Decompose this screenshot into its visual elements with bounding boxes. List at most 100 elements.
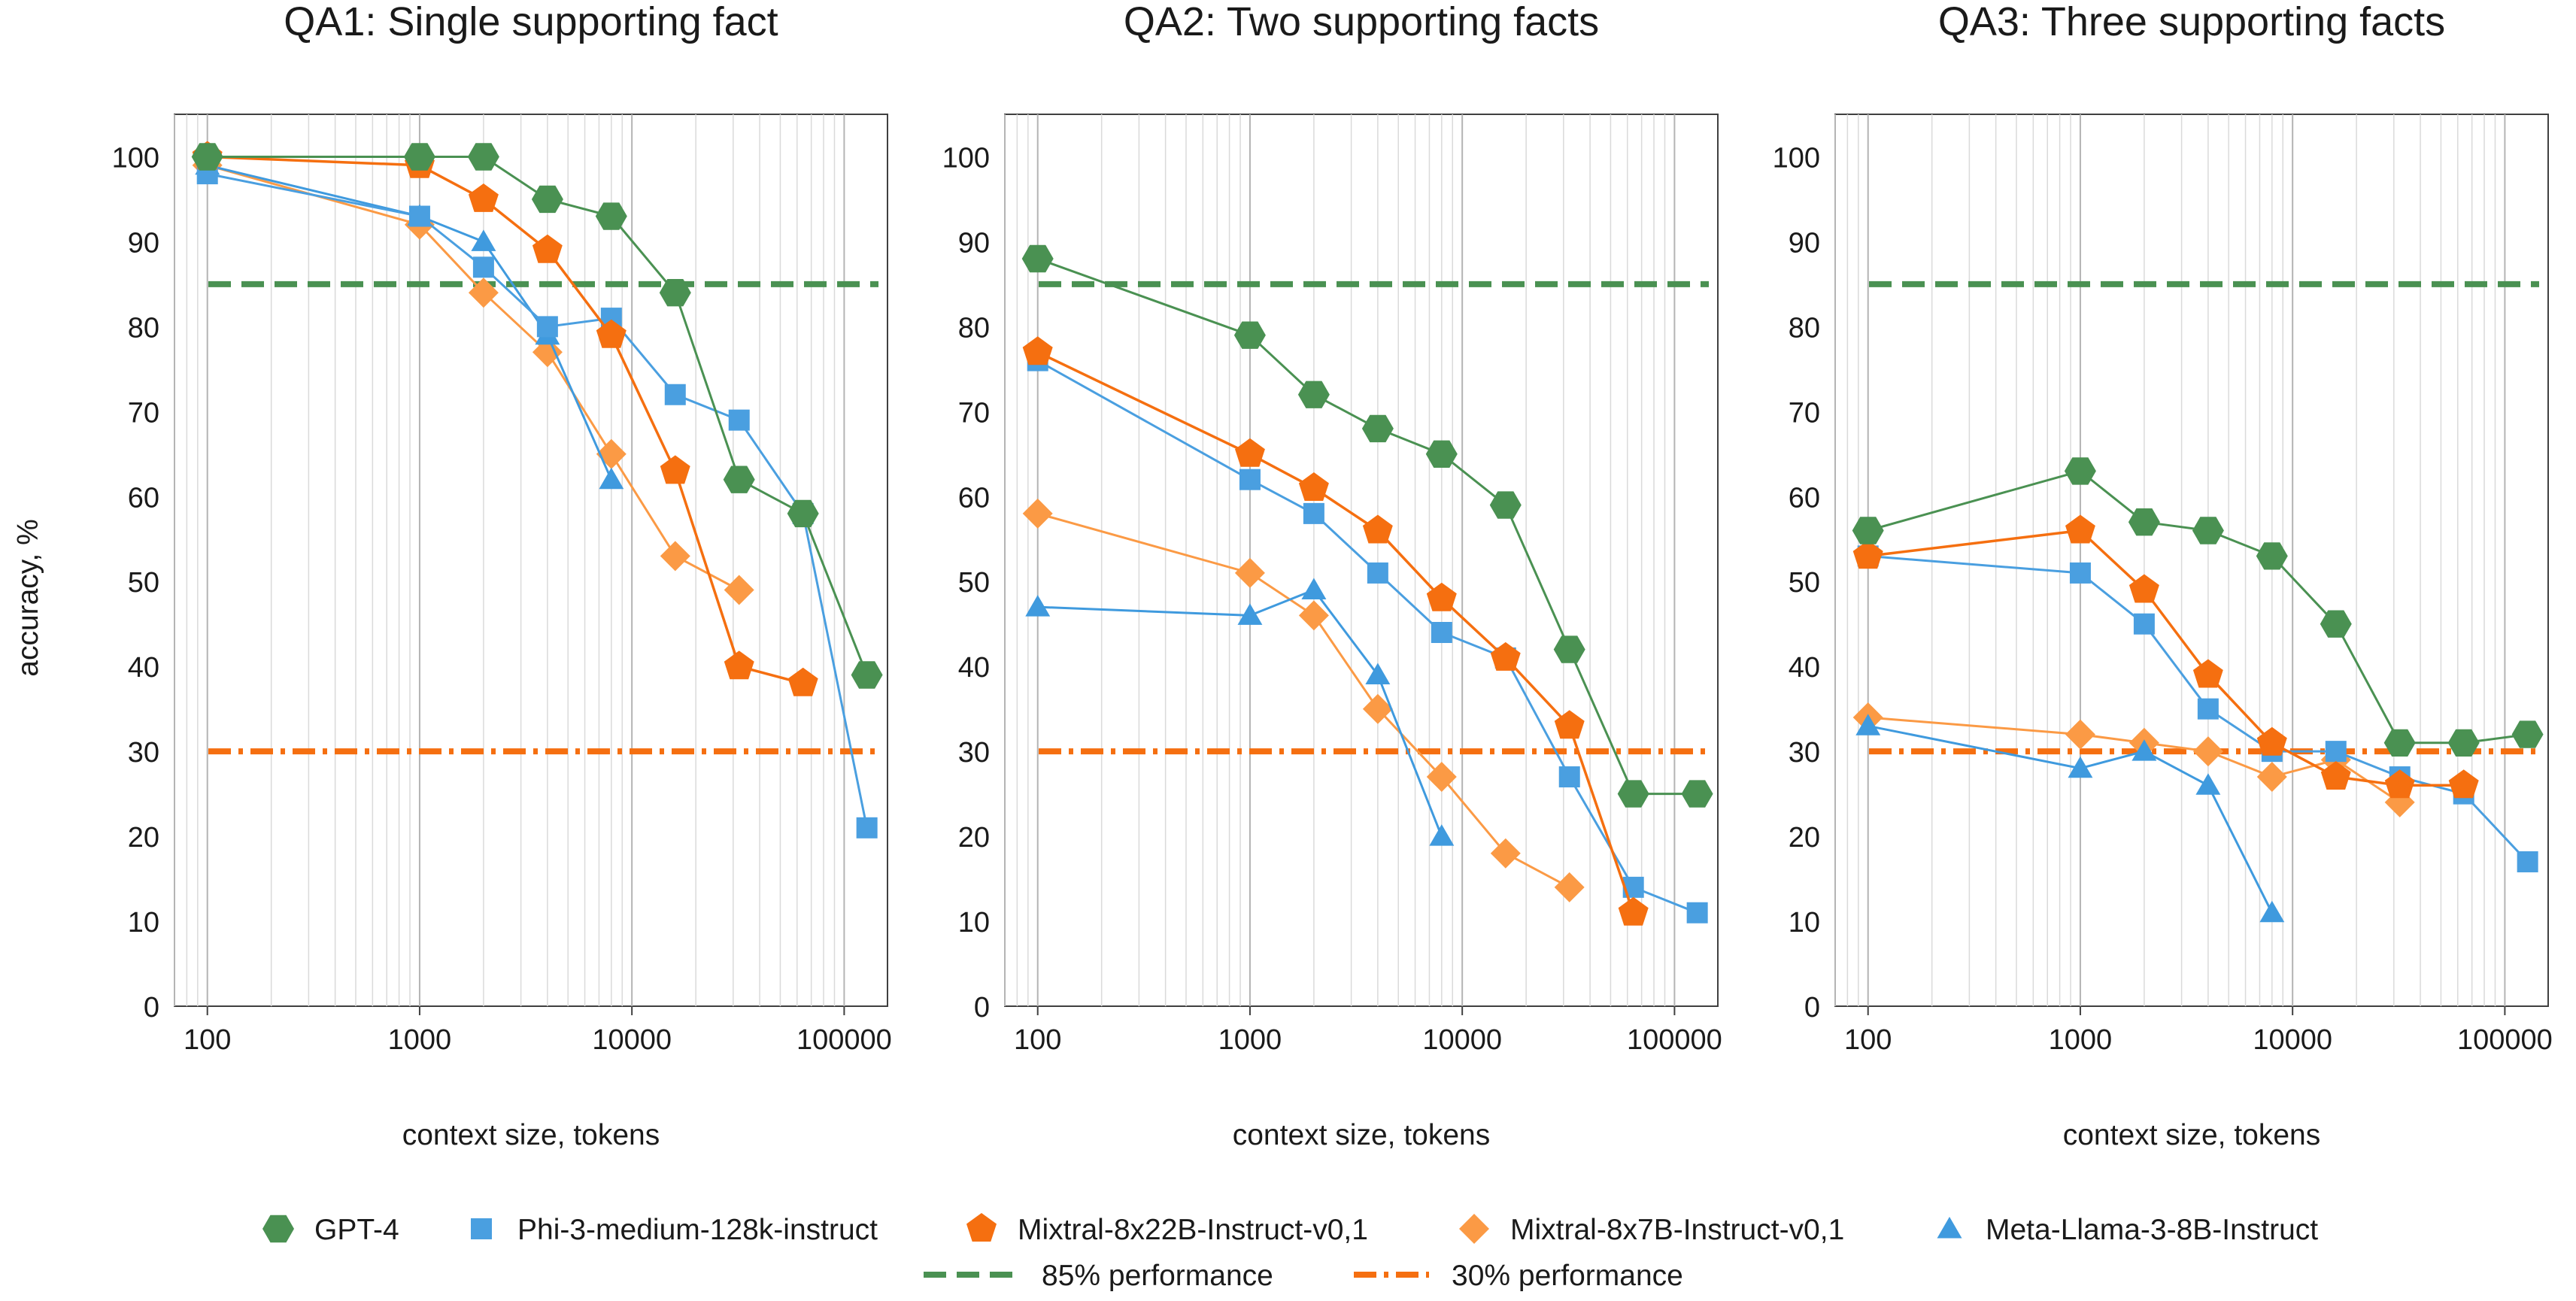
- y-tick-label: 60: [128, 482, 159, 514]
- x-tick-label: 100000: [1627, 1024, 1722, 1056]
- data-point: [1233, 321, 1266, 349]
- series-gpt-4: [191, 143, 883, 689]
- data-point: [1362, 514, 1393, 544]
- data-point: [1686, 902, 1708, 923]
- y-tick-label: 80: [958, 312, 990, 344]
- data-point: [856, 817, 878, 839]
- y-tick-label: 100: [1773, 142, 1820, 174]
- y-tick-label: 10: [1789, 907, 1820, 939]
- data-point: [532, 234, 563, 263]
- data-point: [728, 409, 750, 431]
- legend-label-30-performance: 30% performance: [1452, 1260, 1683, 1292]
- data-point: [787, 499, 819, 528]
- data-point: [2197, 698, 2219, 720]
- y-tick-label: 70: [1789, 397, 1820, 429]
- data-point: [1298, 600, 1329, 631]
- x-tick-label: 100000: [796, 1024, 892, 1056]
- y-tick-label: 10: [958, 907, 990, 939]
- y-tick-label: 30: [128, 737, 159, 769]
- data-point: [2517, 851, 2538, 872]
- plot-area: [1834, 114, 2549, 1007]
- series-mixtral-8x22b-instruct-v0-1: [1852, 514, 2479, 799]
- data-point: [1431, 622, 1452, 644]
- data-point: [191, 143, 223, 171]
- data-point: [1429, 824, 1455, 846]
- data-point: [1237, 603, 1263, 625]
- x-tick-label: 100000: [2457, 1024, 2553, 1056]
- data-point: [1490, 641, 1521, 671]
- data-point: [1852, 517, 1884, 544]
- data-point: [660, 455, 690, 484]
- y-tick-label: 40: [958, 652, 990, 684]
- data-point: [468, 183, 499, 212]
- series-gpt-4: [1021, 244, 1713, 808]
- data-point: [2128, 574, 2159, 603]
- data-point: [1553, 635, 1585, 663]
- y-tick-label: 90: [958, 227, 990, 259]
- grid: [1834, 114, 2506, 1006]
- x-axis-label: context size, tokens: [1233, 1119, 1491, 1151]
- y-tick-label: 70: [128, 397, 159, 429]
- data-point: [1239, 469, 1261, 490]
- data-point: [2065, 719, 2095, 750]
- data-point: [660, 541, 690, 572]
- data-point: [2383, 729, 2416, 757]
- data-point: [2320, 610, 2352, 638]
- data-point: [724, 575, 754, 605]
- plot-area: [174, 114, 888, 1007]
- data-point: [1617, 780, 1649, 808]
- data-point: [2131, 739, 2157, 761]
- y-tick-label: 30: [958, 737, 990, 769]
- data-point: [1489, 491, 1522, 519]
- x-tick-label: 1000: [1218, 1024, 1282, 1056]
- legend-marker-mixtral-8x22b-instruct-v0-1: [966, 1213, 997, 1242]
- data-point: [723, 466, 755, 493]
- chart-title: QA2: Two supporting facts: [1124, 0, 1599, 44]
- chart-panel-qa3: 0 10 20 30 40 50 60 70 80 90 100 100 1000 10000 100000…: [1773, 0, 2553, 1151]
- y-tick-label: 40: [128, 652, 159, 684]
- series-mixtral-8x7b-instruct-v0-1: [1022, 498, 1585, 902]
- x-tick-label: 100: [184, 1024, 231, 1056]
- y-tick-label: 80: [128, 312, 159, 344]
- series-meta-llama-3-8b-instruct: [1025, 578, 1455, 846]
- data-point: [1297, 381, 1330, 408]
- legend-marker-gpt-4: [262, 1215, 294, 1243]
- series-gpt-4: [1852, 457, 2544, 757]
- data-point: [1681, 780, 1713, 808]
- y-tick-label: 50: [958, 567, 990, 599]
- data-point: [1365, 663, 1391, 684]
- y-tick-label: 20: [128, 822, 159, 854]
- data-point: [1855, 714, 1881, 735]
- legend-label-meta-llama-3-8b-instruct: Meta-Llama-3-8B-Instruct: [1986, 1214, 2318, 1246]
- y-tick-label: 30: [1789, 737, 1820, 769]
- x-tick-label: 10000: [2253, 1024, 2332, 1056]
- data-point: [2065, 514, 2095, 544]
- legend-marker-phi-3-medium-128k-instruct: [471, 1218, 492, 1239]
- data-point: [1298, 472, 1329, 501]
- y-tick-label: 90: [128, 227, 159, 259]
- data-point: [1301, 578, 1327, 599]
- data-point: [2448, 769, 2479, 799]
- data-point: [2128, 508, 2160, 536]
- data-point: [595, 202, 627, 230]
- y-axis-label: accuracy, %: [12, 519, 44, 677]
- data-point: [1025, 595, 1051, 617]
- data-point: [1362, 693, 1393, 724]
- y-tick-label: 0: [144, 992, 159, 1024]
- legend-label-mixtral-8x22b-instruct-v0-1: Mixtral-8x22B-Instruct-v0,1: [1018, 1214, 1368, 1246]
- data-point: [1021, 244, 1054, 273]
- data-point: [599, 467, 624, 490]
- data-point: [408, 205, 430, 227]
- x-tick-label: 100: [1844, 1024, 1892, 1056]
- data-point: [2069, 562, 2091, 584]
- y-tick-label: 50: [128, 567, 159, 599]
- data-point: [403, 143, 435, 171]
- legend: GPT-4 Phi-3-medium-128k-instruct Mixtral-8…: [262, 1213, 2318, 1292]
- data-point: [1426, 762, 1457, 792]
- data-point: [1554, 710, 1585, 739]
- data-point: [1558, 766, 1580, 788]
- data-point: [2195, 773, 2221, 795]
- y-tick-label: 90: [1789, 227, 1820, 259]
- y-tick-label: 80: [1789, 312, 1820, 344]
- data-point: [468, 277, 499, 308]
